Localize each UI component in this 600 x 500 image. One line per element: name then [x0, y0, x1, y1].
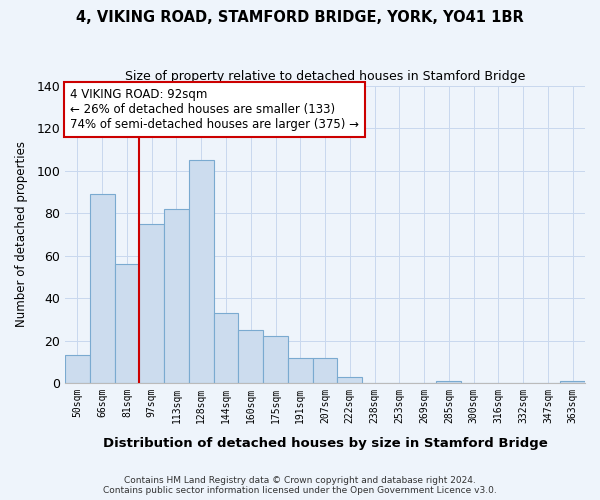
Bar — [288, 358, 313, 383]
Text: 4, VIKING ROAD, STAMFORD BRIDGE, YORK, YO41 1BR: 4, VIKING ROAD, STAMFORD BRIDGE, YORK, Y… — [76, 10, 524, 25]
Text: Contains HM Land Registry data © Crown copyright and database right 2024.
Contai: Contains HM Land Registry data © Crown c… — [103, 476, 497, 495]
Bar — [115, 264, 139, 383]
Bar — [238, 330, 263, 383]
Text: 4 VIKING ROAD: 92sqm
← 26% of detached houses are smaller (133)
74% of semi-deta: 4 VIKING ROAD: 92sqm ← 26% of detached h… — [70, 88, 359, 130]
Bar — [189, 160, 214, 383]
Bar — [214, 313, 238, 383]
Bar — [65, 356, 90, 383]
Bar — [90, 194, 115, 383]
Bar — [560, 381, 585, 383]
Bar — [164, 209, 189, 383]
Title: Size of property relative to detached houses in Stamford Bridge: Size of property relative to detached ho… — [125, 70, 525, 83]
Y-axis label: Number of detached properties: Number of detached properties — [15, 142, 28, 328]
Bar — [313, 358, 337, 383]
Bar — [337, 376, 362, 383]
X-axis label: Distribution of detached houses by size in Stamford Bridge: Distribution of detached houses by size … — [103, 437, 547, 450]
Bar — [436, 381, 461, 383]
Bar — [263, 336, 288, 383]
Bar — [139, 224, 164, 383]
